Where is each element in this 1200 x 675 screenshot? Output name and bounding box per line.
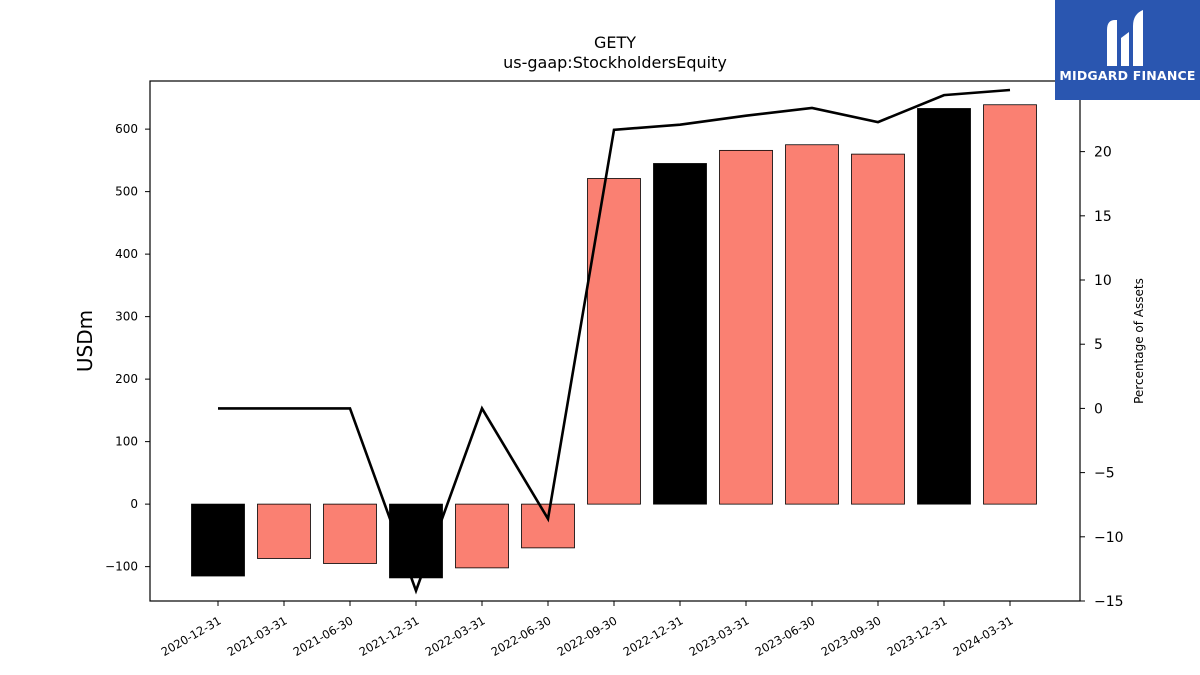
y-tick-label: −100 — [105, 560, 138, 574]
x-tick-label: 2023-03-31 — [687, 613, 752, 659]
plot-frame — [149, 80, 1081, 602]
y-tick-label: 300 — [115, 310, 138, 324]
x-tick-label: 2023-09-30 — [819, 613, 884, 659]
x-tick-label: 2023-12-31 — [885, 613, 950, 659]
y2-tick-label: 0 — [1094, 401, 1103, 417]
x-tick-label: 2022-03-31 — [423, 613, 488, 659]
y-tick-label: 0 — [130, 497, 138, 511]
bar — [257, 503, 311, 559]
x-tick-label: 2021-12-31 — [357, 613, 422, 659]
series-line — [218, 88, 1011, 595]
y2-tick-label: −5 — [1094, 466, 1115, 482]
y-axis-label: USDm — [73, 310, 97, 372]
bar — [323, 503, 377, 564]
y2-tick-label: 20 — [1094, 145, 1112, 161]
line-layer — [218, 88, 1011, 595]
y2-axis-label: Percentage of Assets — [1132, 278, 1146, 404]
bar — [455, 503, 509, 569]
chart-subtitle: us-gaap:StockholdersEquity — [503, 53, 727, 72]
bars-layer — [191, 104, 1037, 579]
bar — [785, 144, 839, 505]
x-tick-label: 2020-12-31 — [159, 613, 224, 659]
y-axis-right: −15−10−50510152025 — [1080, 80, 1124, 610]
chart-title: GETY — [594, 33, 636, 52]
logo-mark-icon — [1107, 10, 1143, 66]
x-tick-label: 2023-06-30 — [753, 613, 818, 659]
y-tick-label: 200 — [115, 372, 138, 386]
y-tick-label: 400 — [115, 247, 138, 261]
y-tick-label: 100 — [115, 435, 138, 449]
bar — [191, 503, 245, 577]
y2-tick-label: −15 — [1094, 594, 1124, 610]
y2-tick-label: 15 — [1094, 209, 1112, 225]
y2-tick-label: 5 — [1094, 337, 1103, 353]
y-axis-left: −100 0 100 200 300 400 500 600 — [105, 122, 150, 574]
y2-tick-label: −10 — [1094, 530, 1124, 546]
bar — [851, 153, 905, 505]
x-tick-label: 2022-12-31 — [621, 613, 686, 659]
x-axis: 2020-12-31 2021-03-31 2021-06-30 2021-12-31… — [159, 601, 1016, 659]
bar — [653, 163, 707, 505]
x-tick-label: 2024-03-31 — [951, 613, 1016, 659]
y-tick-label: 500 — [115, 185, 138, 199]
bar — [719, 149, 773, 505]
x-tick-label: 2021-06-30 — [291, 613, 356, 659]
y-tick-label: 600 — [115, 122, 138, 136]
x-tick-label: 2022-06-30 — [489, 613, 554, 659]
x-tick-label: 2021-03-31 — [225, 613, 290, 659]
logo-text: MIDGARD FINANCE — [1059, 68, 1196, 83]
bar — [983, 104, 1037, 505]
bar — [917, 108, 971, 505]
bar — [521, 503, 575, 549]
bar — [587, 178, 641, 505]
y2-tick-label: 10 — [1094, 273, 1112, 289]
brand-logo: MIDGARD FINANCE — [1055, 0, 1200, 100]
x-tick-label: 2022-09-30 — [555, 613, 620, 659]
